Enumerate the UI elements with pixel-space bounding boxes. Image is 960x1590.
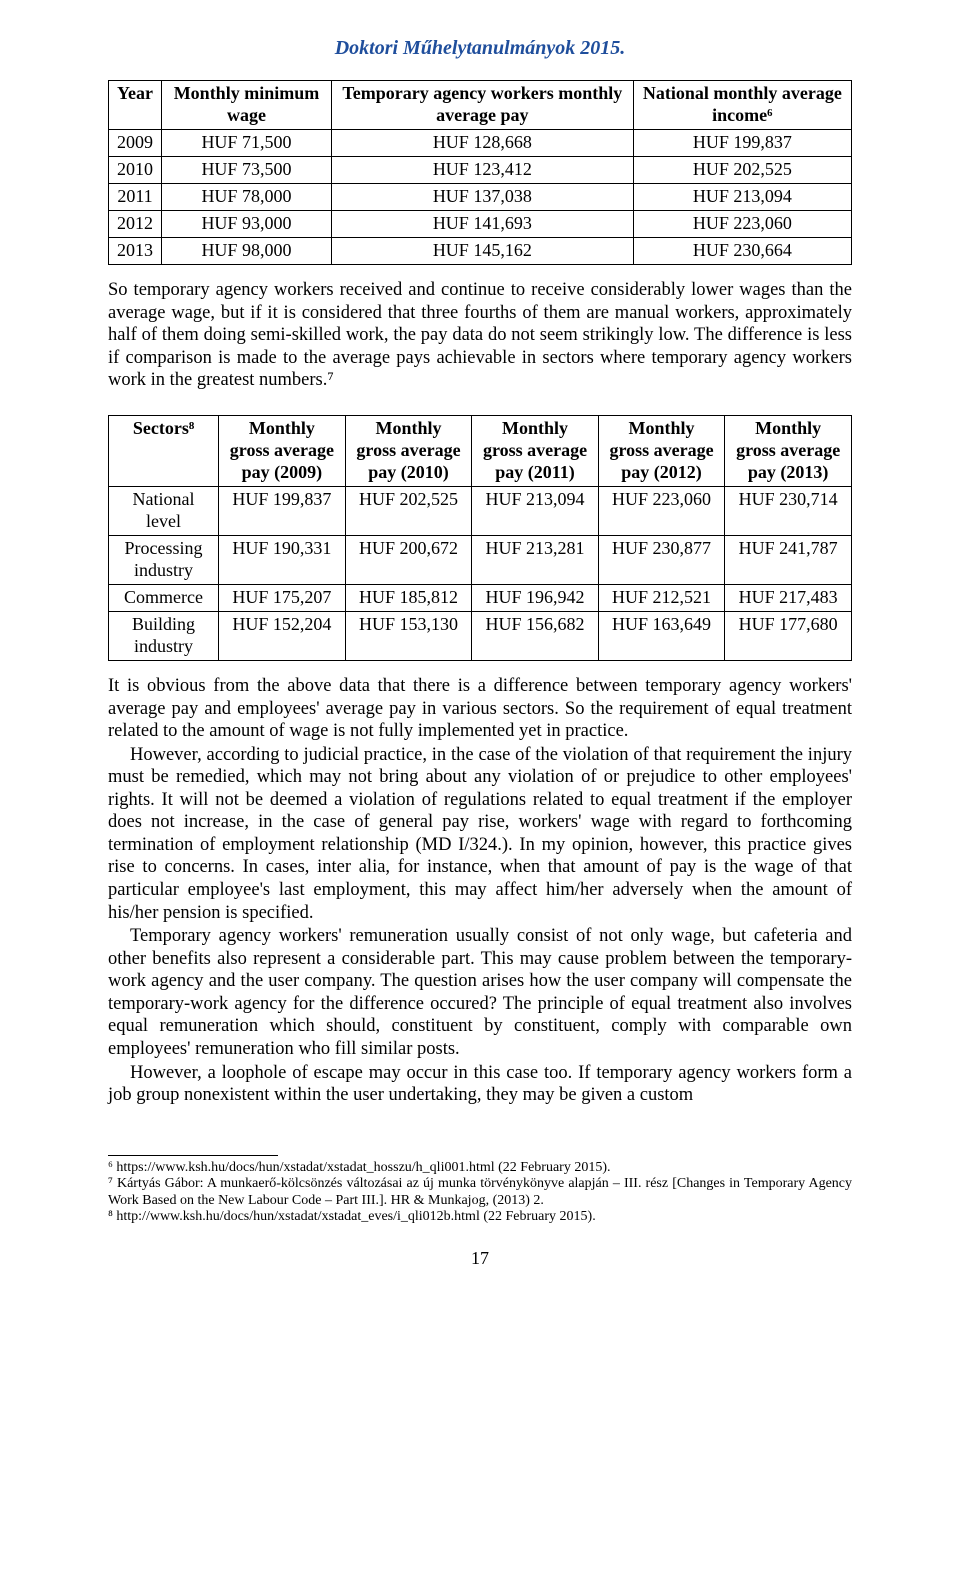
- table-cell: HUF 145,162: [331, 238, 633, 265]
- footnotes: ⁶ https://www.ksh.hu/docs/hun/xstadat/xs…: [108, 1155, 852, 1226]
- table-cell: HUF 78,000: [162, 184, 332, 211]
- table-row: 2011HUF 78,000HUF 137,038HUF 213,094: [109, 184, 852, 211]
- table-row: CommerceHUF 175,207HUF 185,812HUF 196,94…: [109, 585, 852, 612]
- table-cell: HUF 177,680: [725, 612, 852, 661]
- table-cell: HUF 156,682: [472, 612, 598, 661]
- t1-col-tempavg: Temporary agency workers monthly average…: [331, 81, 633, 130]
- t1-col-year: Year: [109, 81, 162, 130]
- table-cell: HUF 71,500: [162, 130, 332, 157]
- table-cell: HUF 141,693: [331, 211, 633, 238]
- table-row: 2009HUF 71,500HUF 128,668HUF 199,837: [109, 130, 852, 157]
- table-cell: HUF 212,521: [598, 585, 725, 612]
- t2-col-2009: Monthly gross average pay (2009): [219, 416, 346, 487]
- table-cell: HUF 163,649: [598, 612, 725, 661]
- t2-col-sector: Sectors⁸: [109, 416, 219, 487]
- table-cell: Processing industry: [109, 536, 219, 585]
- footnote-rule: [108, 1155, 278, 1156]
- table-cell: HUF 241,787: [725, 536, 852, 585]
- t1-col-minwage: Monthly minimum wage: [162, 81, 332, 130]
- table-cell: HUF 190,331: [219, 536, 346, 585]
- table-cell: HUF 202,525: [345, 487, 472, 536]
- table-cell: 2012: [109, 211, 162, 238]
- table-cell: Building industry: [109, 612, 219, 661]
- t2-col-2011: Monthly gross average pay (2011): [472, 416, 598, 487]
- t1-col-natavg: National monthly average income⁶: [633, 81, 851, 130]
- table-cell: HUF 202,525: [633, 157, 851, 184]
- table-cell: HUF 128,668: [331, 130, 633, 157]
- table-cell: HUF 230,714: [725, 487, 852, 536]
- page-number: 17: [108, 1248, 852, 1270]
- paragraph-2: It is obvious from the above data that t…: [108, 675, 852, 743]
- table-row: National levelHUF 199,837HUF 202,525HUF …: [109, 487, 852, 536]
- table-cell: HUF 98,000: [162, 238, 332, 265]
- table-cell: HUF 217,483: [725, 585, 852, 612]
- table-cell: National level: [109, 487, 219, 536]
- table-cell: HUF 213,094: [472, 487, 598, 536]
- table-cell: HUF 200,672: [345, 536, 472, 585]
- table-cell: HUF 153,130: [345, 612, 472, 661]
- table-cell: HUF 213,281: [472, 536, 598, 585]
- table-row: 2013HUF 98,000HUF 145,162HUF 230,664: [109, 238, 852, 265]
- wage-table-1: Year Monthly minimum wage Temporary agen…: [108, 80, 852, 265]
- table-cell: HUF 175,207: [219, 585, 346, 612]
- paragraph-3: However, according to judicial practice,…: [108, 744, 852, 925]
- table-cell: HUF 196,942: [472, 585, 598, 612]
- table-cell: HUF 223,060: [633, 211, 851, 238]
- table-cell: HUF 199,837: [219, 487, 346, 536]
- table-cell: HUF 152,204: [219, 612, 346, 661]
- table-row: Building industryHUF 152,204HUF 153,130H…: [109, 612, 852, 661]
- sector-table-2: Sectors⁸ Monthly gross average pay (2009…: [108, 415, 852, 661]
- table-cell: 2013: [109, 238, 162, 265]
- t2-col-2012: Monthly gross average pay (2012): [598, 416, 725, 487]
- table-cell: HUF 199,837: [633, 130, 851, 157]
- table-cell: HUF 223,060: [598, 487, 725, 536]
- t1-body: 2009HUF 71,500HUF 128,668HUF 199,8372010…: [109, 130, 852, 265]
- table-row: 2010HUF 73,500HUF 123,412HUF 202,525: [109, 157, 852, 184]
- paragraph-5: However, a loophole of escape may occur …: [108, 1062, 852, 1107]
- table-cell: 2011: [109, 184, 162, 211]
- t2-col-2010: Monthly gross average pay (2010): [345, 416, 472, 487]
- table-row: 2012HUF 93,000HUF 141,693HUF 223,060: [109, 211, 852, 238]
- table-cell: HUF 93,000: [162, 211, 332, 238]
- page-header-title: Doktori Műhelytanulmányok 2015.: [108, 36, 852, 60]
- table-cell: HUF 73,500: [162, 157, 332, 184]
- t2-col-2013: Monthly gross average pay (2013): [725, 416, 852, 487]
- table-cell: HUF 123,412: [331, 157, 633, 184]
- table-cell: HUF 213,094: [633, 184, 851, 211]
- table-cell: HUF 230,664: [633, 238, 851, 265]
- footnote-6: ⁶ https://www.ksh.hu/docs/hun/xstadat/xs…: [108, 1160, 852, 1177]
- footnote-8: ⁸ http://www.ksh.hu/docs/hun/xstadat/xst…: [108, 1209, 852, 1226]
- t2-body: National levelHUF 199,837HUF 202,525HUF …: [109, 487, 852, 661]
- table-cell: HUF 185,812: [345, 585, 472, 612]
- paragraph-4: Temporary agency workers' remuneration u…: [108, 925, 852, 1060]
- footnote-7: ⁷ Kártyás Gábor: A munkaerő-kölcsönzés v…: [108, 1176, 852, 1209]
- table-cell: 2010: [109, 157, 162, 184]
- table-row: Processing industryHUF 190,331HUF 200,67…: [109, 536, 852, 585]
- table-cell: 2009: [109, 130, 162, 157]
- table-cell: HUF 137,038: [331, 184, 633, 211]
- table-cell: Commerce: [109, 585, 219, 612]
- paragraph-1: So temporary agency workers received and…: [108, 279, 852, 392]
- table-cell: HUF 230,877: [598, 536, 725, 585]
